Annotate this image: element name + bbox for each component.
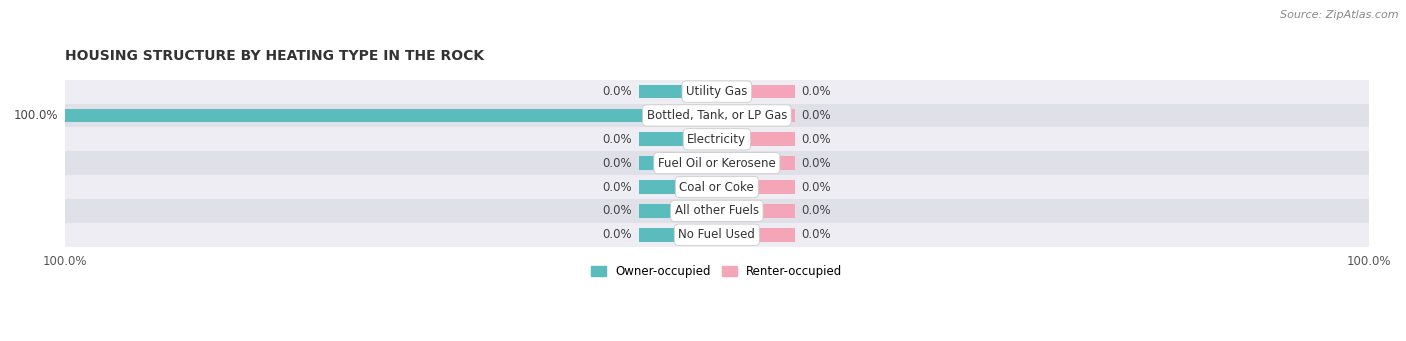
- Text: All other Fuels: All other Fuels: [675, 204, 759, 218]
- Bar: [65, 128, 1369, 151]
- Text: 0.0%: 0.0%: [801, 109, 831, 122]
- Text: 0.0%: 0.0%: [603, 180, 633, 194]
- Text: Fuel Oil or Kerosene: Fuel Oil or Kerosene: [658, 157, 776, 170]
- Bar: [717, 180, 794, 194]
- Text: Source: ZipAtlas.com: Source: ZipAtlas.com: [1281, 10, 1399, 20]
- Text: 0.0%: 0.0%: [801, 157, 831, 170]
- Bar: [65, 223, 1369, 247]
- Bar: [65, 108, 717, 122]
- Bar: [638, 228, 717, 242]
- Bar: [638, 132, 717, 146]
- Bar: [638, 180, 717, 194]
- Text: 0.0%: 0.0%: [801, 180, 831, 194]
- Text: Utility Gas: Utility Gas: [686, 85, 748, 98]
- Text: 0.0%: 0.0%: [603, 204, 633, 218]
- Bar: [717, 132, 794, 146]
- Text: 0.0%: 0.0%: [603, 85, 633, 98]
- Text: 0.0%: 0.0%: [603, 157, 633, 170]
- Bar: [638, 85, 717, 99]
- Text: 0.0%: 0.0%: [603, 133, 633, 146]
- Text: 0.0%: 0.0%: [801, 204, 831, 218]
- Text: 0.0%: 0.0%: [801, 228, 831, 241]
- Text: 100.0%: 100.0%: [14, 109, 59, 122]
- Bar: [717, 204, 794, 218]
- Bar: [717, 108, 794, 122]
- Bar: [65, 151, 1369, 175]
- Text: Electricity: Electricity: [688, 133, 747, 146]
- Bar: [65, 80, 1369, 104]
- Text: Bottled, Tank, or LP Gas: Bottled, Tank, or LP Gas: [647, 109, 787, 122]
- Legend: Owner-occupied, Renter-occupied: Owner-occupied, Renter-occupied: [586, 260, 846, 283]
- Bar: [65, 104, 1369, 128]
- Text: 0.0%: 0.0%: [801, 85, 831, 98]
- Text: 0.0%: 0.0%: [603, 228, 633, 241]
- Bar: [638, 156, 717, 170]
- Text: 0.0%: 0.0%: [801, 133, 831, 146]
- Bar: [65, 199, 1369, 223]
- Text: Coal or Coke: Coal or Coke: [679, 180, 754, 194]
- Bar: [65, 175, 1369, 199]
- Bar: [717, 85, 794, 99]
- Bar: [638, 204, 717, 218]
- Text: No Fuel Used: No Fuel Used: [679, 228, 755, 241]
- Text: HOUSING STRUCTURE BY HEATING TYPE IN THE ROCK: HOUSING STRUCTURE BY HEATING TYPE IN THE…: [65, 49, 484, 63]
- Bar: [717, 156, 794, 170]
- Bar: [717, 228, 794, 242]
